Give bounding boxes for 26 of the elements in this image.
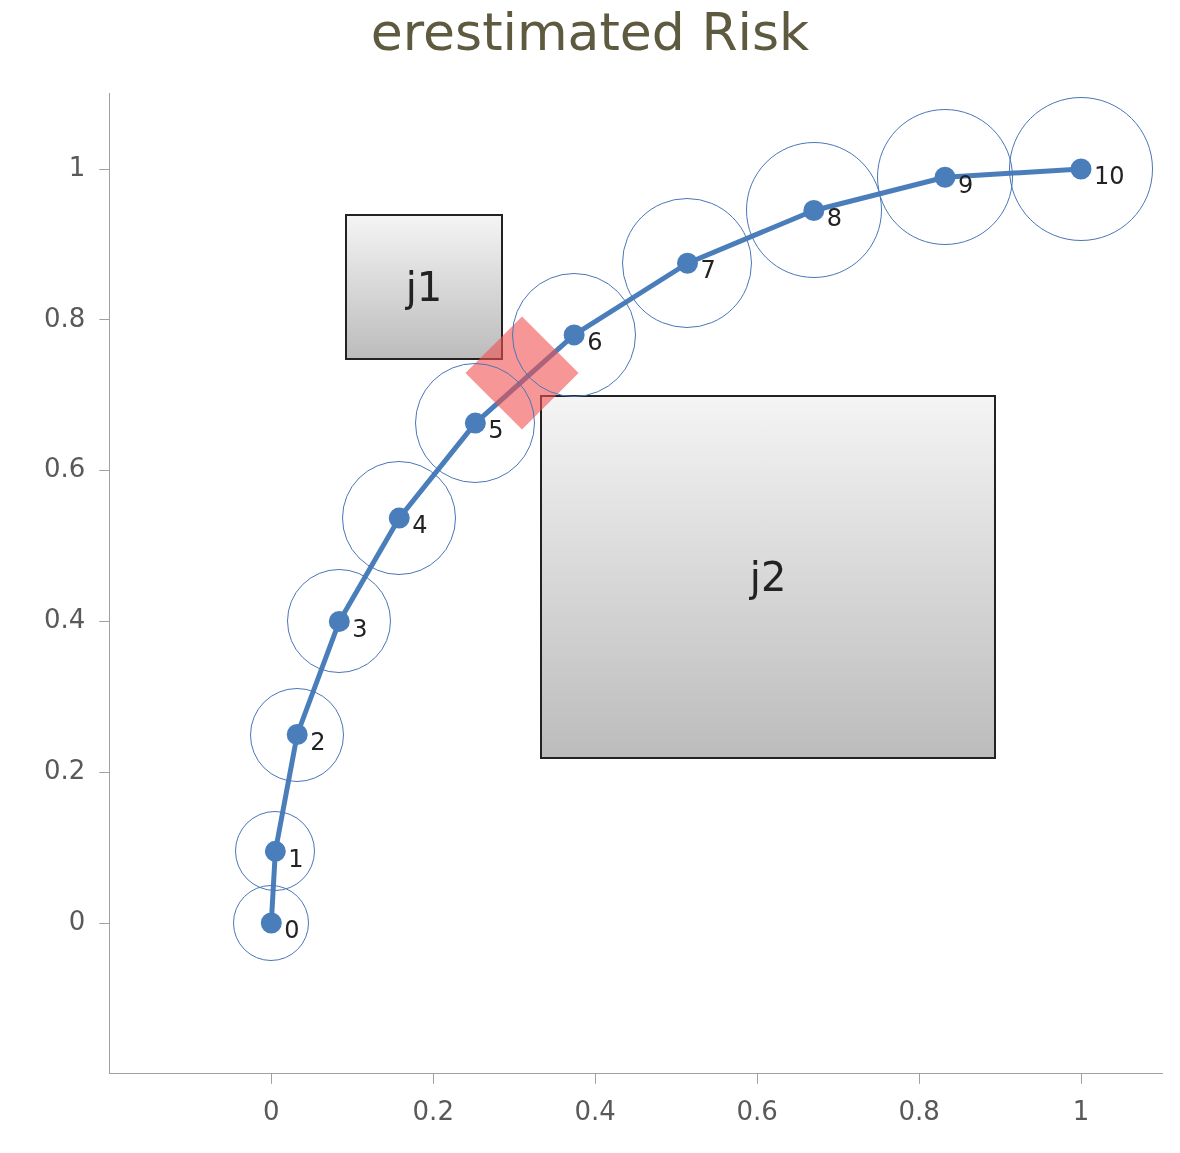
annotation: 1 bbox=[288, 844, 304, 873]
labelled-box: j2 bbox=[540, 395, 996, 760]
annotation: 10 bbox=[1094, 162, 1125, 191]
y-tick-label: 0 bbox=[68, 905, 86, 936]
annotation: 3 bbox=[352, 614, 368, 643]
x-tick-label: 0.8 bbox=[898, 1096, 940, 1127]
y-tick-label: 0.8 bbox=[43, 302, 86, 333]
x-tick-label: 0 bbox=[263, 1096, 280, 1127]
annotation: 6 bbox=[587, 328, 603, 357]
annotation: 8 bbox=[826, 203, 843, 232]
annotation: 9 bbox=[957, 170, 974, 199]
annotation: 5 bbox=[488, 416, 504, 445]
annotation: 2 bbox=[310, 727, 326, 756]
labelled-box: j1 bbox=[344, 214, 503, 360]
x-tick-label: 1 bbox=[1072, 1096, 1090, 1127]
chart-title: erestimated Risk bbox=[369, 1, 811, 64]
x-tick-label: 0.2 bbox=[412, 1096, 454, 1127]
y-tick-label: 0.4 bbox=[43, 604, 86, 635]
x-tick-label: 0.4 bbox=[574, 1096, 616, 1127]
x-tick-label: 0.6 bbox=[736, 1096, 778, 1127]
y-tick-label: 0.6 bbox=[43, 453, 86, 484]
y-tick-label: 0.2 bbox=[43, 754, 86, 785]
y-tick-label: 1 bbox=[68, 151, 86, 182]
annotation: 4 bbox=[412, 511, 428, 540]
annotation: 7 bbox=[700, 256, 716, 285]
annotation: 0 bbox=[284, 916, 300, 945]
